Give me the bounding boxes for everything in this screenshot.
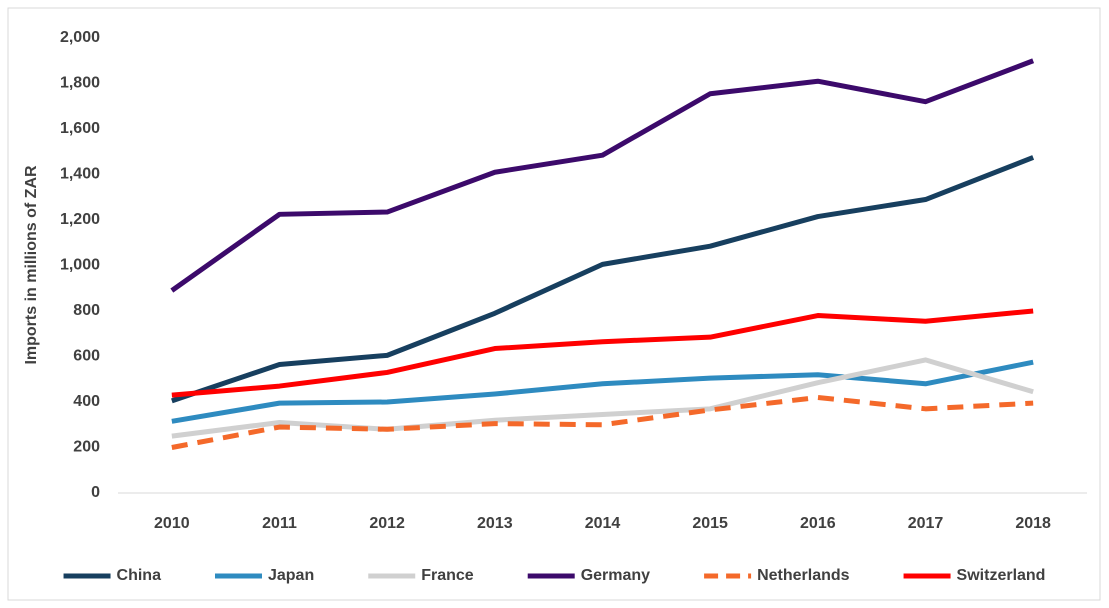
y-tick-label: 800 (73, 302, 100, 319)
x-tick-label: 2015 (692, 515, 728, 532)
y-tick-label: 1,400 (60, 166, 100, 183)
legend-label: Japan (268, 567, 314, 584)
line-series (171, 394, 1034, 450)
line-series (171, 359, 1034, 424)
legend-label: France (421, 567, 474, 584)
line-series (171, 357, 1034, 439)
line-series (170, 58, 1035, 293)
y-tick-label: 400 (73, 393, 100, 410)
x-tick-label: 2017 (908, 515, 944, 532)
y-tick-label: 1,200 (60, 211, 100, 228)
y-tick-label: 200 (73, 439, 100, 456)
y-tick-label: 600 (73, 348, 100, 365)
y-tick-label: 2,000 (60, 29, 100, 46)
x-tick-label: 2013 (477, 515, 513, 532)
x-tick-label: 2012 (369, 515, 405, 532)
legend-label: Netherlands (757, 567, 850, 584)
x-tick-label: 2010 (154, 515, 190, 532)
x-tick-label: 2018 (1015, 515, 1051, 532)
y-tick-label: 1,600 (60, 120, 100, 137)
y-tick-label: 1,800 (60, 75, 100, 92)
x-tick-label: 2014 (585, 515, 621, 532)
legend-label: Germany (581, 567, 650, 584)
chart-border (7, 7, 1101, 601)
x-tick-label: 2011 (262, 515, 297, 532)
y-axis-title: Imports in millions of ZAR (23, 165, 40, 365)
legend-label: China (117, 567, 162, 584)
line-series (171, 155, 1035, 404)
legend-label: Switzerland (957, 567, 1046, 584)
y-tick-label: 1,000 (60, 257, 100, 274)
x-tick-label: 2016 (800, 515, 836, 532)
y-tick-label: 0 (91, 484, 100, 501)
line-series (171, 308, 1034, 398)
